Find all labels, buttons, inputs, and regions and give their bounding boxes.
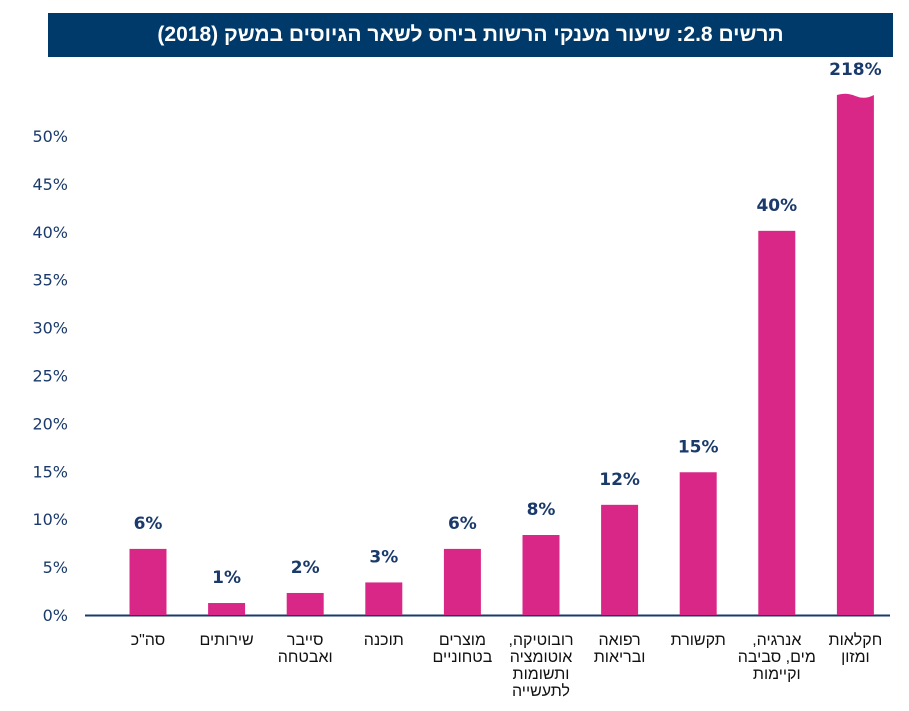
y-tick-label: 20%: [32, 414, 68, 433]
x-tick-label: מוצרים בטחוניים: [433, 632, 493, 666]
bar: [208, 603, 246, 615]
y-tick-label: 0%: [43, 606, 68, 625]
data-label: 3%: [369, 547, 398, 567]
y-tick-label: 35%: [32, 271, 68, 290]
x-tick-label-line: תקשורת: [671, 632, 726, 649]
bar: [365, 582, 403, 615]
bar: [679, 472, 717, 615]
x-tick-label-line: ותשומות: [513, 666, 570, 683]
x-tick-label-line: אוטומציה: [510, 649, 573, 666]
bar: [601, 504, 639, 615]
x-tick-label-line: לתעשייה: [512, 682, 570, 700]
x-tick-label: רובוטיקה, אוטומציה ותשומות לתעשייה: [508, 632, 573, 700]
x-tick-label-line: רפואה: [599, 632, 641, 649]
x-tick-label-line: בטחוניים: [433, 649, 493, 666]
x-tick-label-line: רובוטיקה,: [508, 632, 573, 649]
x-tick-label: אנרגיה, מים, סביבה וקיימות: [738, 632, 816, 683]
x-tick-label-line: ובריאות: [594, 649, 646, 666]
x-tick-label-line: תוכנה: [364, 632, 404, 649]
bar: [758, 230, 796, 616]
bar-broken: [836, 93, 874, 615]
y-tick-label: 45%: [32, 175, 68, 194]
x-tick-label: חקלאות ומזון: [829, 631, 883, 666]
data-label: 6%: [134, 514, 163, 534]
data-label: 6%: [448, 514, 477, 534]
x-tick-label: תוכנה: [364, 632, 404, 649]
x-tick-label-line: מים, סביבה: [738, 649, 816, 666]
y-tick-label: 50%: [32, 127, 68, 146]
x-tick-label-line: חקלאות: [829, 631, 883, 649]
data-label: 1%: [212, 568, 241, 588]
x-tick-label-line: סייבר: [287, 632, 324, 649]
data-label: 15%: [678, 437, 719, 457]
data-label: 8%: [527, 500, 556, 520]
y-tick-label: 10%: [32, 510, 68, 529]
y-tick-label: 40%: [32, 223, 68, 242]
x-tick-label-line: מוצרים: [439, 632, 486, 649]
x-tick-label-line: אנרגיה,: [752, 632, 801, 649]
y-tick-label: 25%: [32, 367, 68, 386]
bar: [286, 592, 324, 615]
y-tick-label: 5%: [43, 558, 68, 577]
x-tick-label-line: שירותים: [199, 632, 253, 649]
x-tick-label: שירותים: [199, 632, 253, 649]
bar: [129, 548, 167, 615]
x-tick-label: סה"כ: [131, 632, 166, 649]
x-tick-label-line: ואבטחה: [278, 649, 333, 666]
x-tick-label-line: ומזון: [841, 649, 870, 666]
data-label: 2%: [291, 558, 320, 578]
x-tick-label: תקשורת: [671, 632, 726, 649]
chart-title: תרשים 2.8: שיעור מענקי הרשות ביחס לשאר ה…: [48, 13, 893, 57]
data-label: 218%: [829, 60, 882, 80]
data-label: 12%: [599, 470, 640, 490]
y-tick-label: 15%: [32, 462, 68, 481]
y-tick-label: 30%: [32, 319, 68, 338]
x-tick-label-line: וקיימות: [753, 666, 801, 683]
x-tick-label-line: סה"כ: [131, 632, 166, 649]
x-tick-label: רפואה ובריאות: [594, 632, 646, 666]
bar: [522, 535, 560, 615]
data-label: 40%: [756, 196, 797, 216]
x-tick-label: סייבר ואבטחה: [278, 632, 333, 666]
bar: [443, 548, 481, 615]
